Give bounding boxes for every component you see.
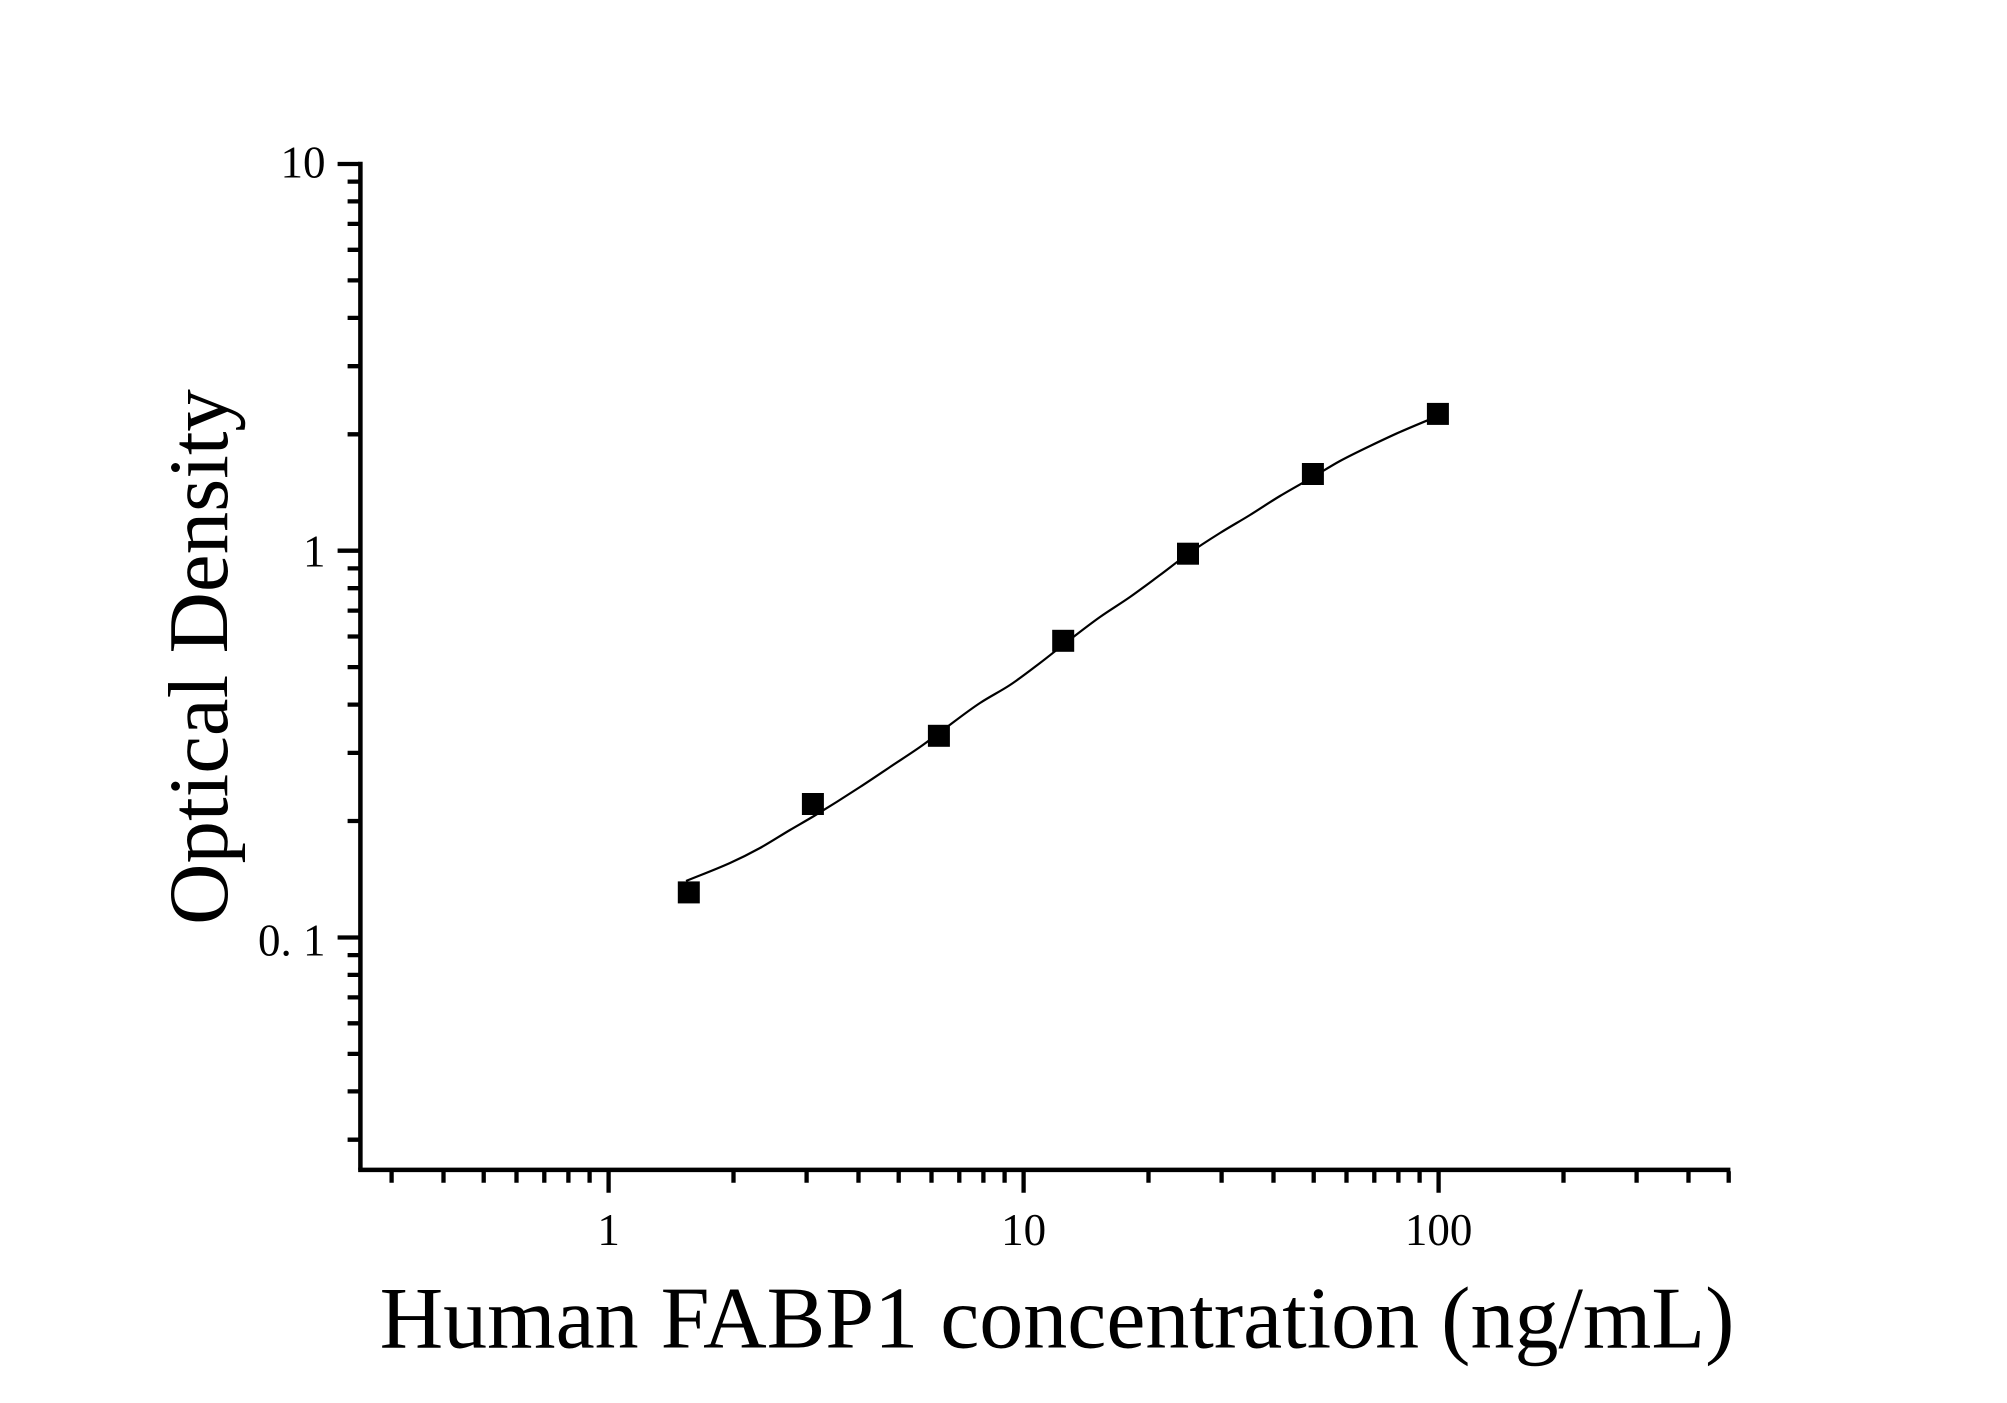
svg-text:10: 10 bbox=[1001, 1205, 1046, 1255]
svg-text:1: 1 bbox=[303, 526, 326, 576]
svg-text:Optical Density: Optical Density bbox=[152, 389, 246, 925]
svg-text:0. 1: 0. 1 bbox=[258, 915, 326, 965]
svg-text:1: 1 bbox=[597, 1205, 620, 1255]
svg-text:10: 10 bbox=[281, 137, 326, 187]
svg-text:100: 100 bbox=[1405, 1205, 1473, 1255]
svg-text:Human FABP1 concentration (ng/: Human FABP1 concentration (ng/mL) bbox=[380, 1271, 1735, 1368]
